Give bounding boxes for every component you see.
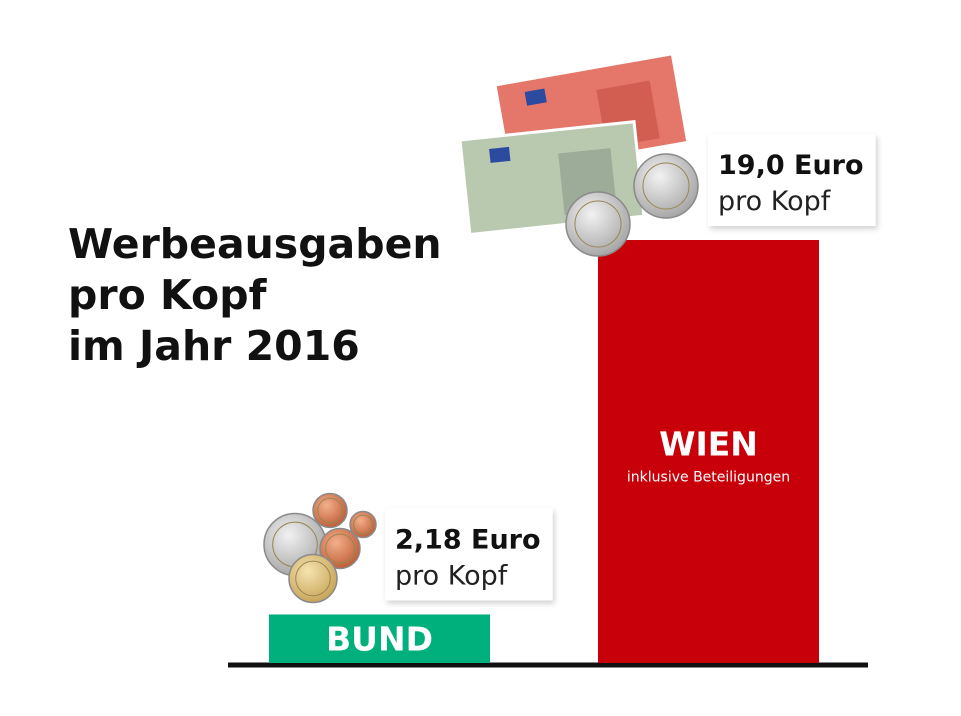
title-line: im Jahr 2016: [68, 322, 360, 370]
bar: [598, 240, 819, 663]
title-line: Werbeausgaben: [68, 220, 442, 268]
category-note: inklusive Beteiligungen: [627, 470, 790, 486]
value-label: 2,18 Euro: [395, 524, 541, 555]
coin-inner: [325, 533, 355, 564]
unit-label: pro Kopf: [718, 186, 832, 217]
value-box: [708, 134, 876, 226]
banknote-flag: [524, 88, 547, 106]
banknote-flag: [489, 146, 511, 163]
category-label: WIEN: [659, 425, 758, 464]
coin: [633, 153, 699, 219]
value-box: [385, 508, 553, 601]
coin-inner: [642, 162, 690, 210]
unit-label: pro Kopf: [395, 560, 509, 591]
coin-inner: [317, 497, 343, 524]
title-line: pro Kopf: [68, 271, 268, 319]
bar: [269, 614, 490, 663]
coin-inner: [295, 560, 331, 597]
coin: [565, 191, 631, 257]
coin-inner: [353, 514, 373, 535]
category-label: BUND: [326, 620, 433, 659]
coin-inner: [574, 200, 622, 248]
value-label: 19,0 Euro: [718, 150, 864, 181]
